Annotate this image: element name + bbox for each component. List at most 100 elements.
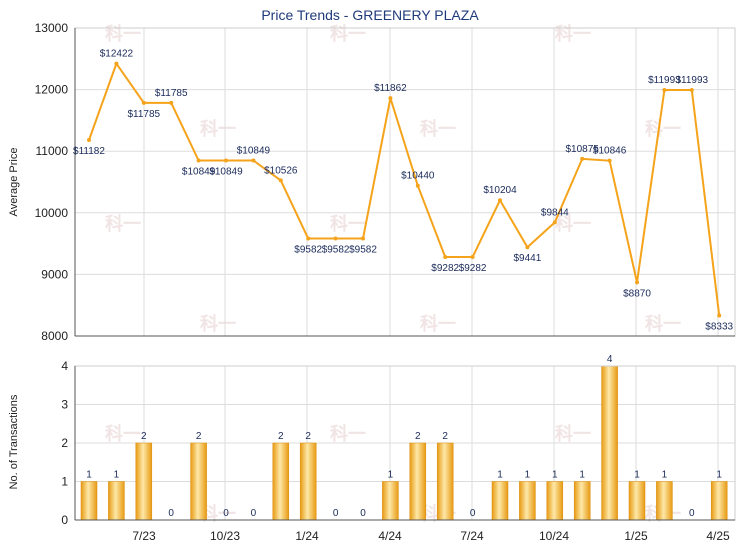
- price-data-label: $9582: [322, 245, 350, 256]
- price-data-label: $10526: [264, 165, 298, 176]
- price-data-label: $12422: [100, 49, 134, 60]
- bar-data-label: 1: [86, 470, 92, 481]
- transaction-bar: [409, 442, 427, 521]
- price-point: [580, 156, 585, 161]
- y-tick-label-price: 10000: [35, 206, 69, 220]
- bar-data-label: 0: [333, 508, 339, 519]
- y-tick-label-transactions: 1: [61, 475, 68, 489]
- transaction-bar: [190, 442, 207, 521]
- bar-data-label: 0: [360, 508, 366, 519]
- bar-data-label: 0: [470, 508, 476, 519]
- y-tick-label-price: 12000: [35, 83, 69, 97]
- price-point: [470, 255, 475, 260]
- price-data-label: $9441: [513, 253, 541, 264]
- price-data-label: $10204: [483, 185, 517, 196]
- watermark-layer: 科一科一科一科一科一科一科一科一科一科一科一科一科一科一科一科一科一科一: [105, 23, 681, 524]
- price-point: [196, 158, 201, 163]
- label-layer: 1 1 2 0 2 0 0 2 2 0 0 1 2 2 0 1 1 1 1 4 1 1 0 1 $11182 $12422 $117…: [73, 49, 733, 519]
- price-point: [361, 236, 365, 241]
- watermark-text: 科一: [555, 23, 591, 44]
- watermark-text: 科一: [330, 213, 366, 234]
- y-tick-label-transactions: 4: [61, 359, 68, 373]
- price-point: [635, 280, 639, 285]
- y-tick-label-transactions: 0: [61, 513, 68, 527]
- bar-data-label: 1: [579, 470, 585, 481]
- x-tick-label: 1/25: [624, 529, 648, 543]
- bar-data-label: 1: [552, 470, 558, 481]
- price-point: [306, 236, 311, 241]
- bar-data-label: 2: [141, 431, 147, 442]
- x-tick-label: 1/24: [295, 529, 319, 543]
- watermark-text: 科一: [555, 423, 591, 444]
- bars-layer: [80, 365, 728, 521]
- line-layer: [87, 61, 722, 318]
- chart-title: Price Trends - GREENERY PLAZA: [261, 7, 479, 23]
- price-point: [141, 100, 146, 105]
- price-data-label: $11785: [127, 109, 160, 120]
- bar-data-label: 2: [415, 431, 421, 442]
- x-tick-label: 10/23: [210, 529, 240, 543]
- y-axis-title-transactions: No. of Transactions: [8, 394, 20, 489]
- price-data-label: $10849: [182, 167, 216, 178]
- price-data-label: $9844: [541, 207, 569, 218]
- price-data-label: $11182: [73, 146, 105, 157]
- price-data-label: $9282: [459, 263, 487, 274]
- price-point: [388, 96, 393, 101]
- bar-data-label: 2: [278, 431, 284, 442]
- price-point: [498, 198, 502, 203]
- bar-data-label: 0: [168, 508, 174, 519]
- price-point: [251, 158, 256, 163]
- price-data-label: $11993: [675, 75, 708, 86]
- bar-data-label: 2: [196, 431, 202, 442]
- transaction-bar: [80, 481, 98, 521]
- price-point: [169, 100, 174, 105]
- price-data-label: $10440: [401, 171, 435, 182]
- price-point: [333, 236, 338, 241]
- transaction-bar: [628, 481, 646, 521]
- y-axis-title-price: Average Price: [8, 148, 20, 217]
- price-point: [87, 137, 91, 142]
- price-point: [114, 61, 119, 66]
- price-data-label: $10849: [237, 146, 271, 157]
- transaction-bar: [436, 442, 454, 521]
- transaction-bar: [710, 481, 728, 521]
- transaction-bar: [108, 481, 125, 521]
- price-point: [662, 88, 667, 93]
- price-point: [278, 178, 283, 183]
- transaction-bar: [573, 481, 591, 521]
- x-tick-label: 4/25: [706, 529, 730, 543]
- x-tick-label: 7/24: [460, 529, 484, 543]
- watermark-text: 科一: [645, 313, 681, 334]
- bar-data-label: 1: [716, 470, 722, 481]
- price-data-label: $9282: [431, 263, 459, 274]
- price-data-label: $8333: [705, 321, 733, 332]
- price-data-label: $11785: [155, 88, 188, 99]
- y-tick-label-price: 8000: [41, 329, 68, 343]
- price-point: [717, 313, 722, 318]
- y-tick-label-transactions: 2: [61, 436, 68, 450]
- y-tick-label-transactions: 3: [61, 398, 68, 412]
- transaction-bar: [272, 442, 290, 521]
- bar-data-label: 0: [689, 508, 695, 519]
- watermark-text: 科一: [420, 118, 456, 139]
- y-tick-label-price: 11000: [36, 144, 69, 158]
- watermark-text: 科一: [200, 118, 236, 139]
- price-point: [224, 158, 228, 163]
- watermark-text: 科一: [420, 313, 456, 334]
- bar-data-label: 2: [305, 431, 311, 442]
- transaction-bar: [135, 442, 153, 521]
- bar-data-label: 1: [634, 470, 640, 481]
- x-tick-label: 7/23: [132, 529, 156, 543]
- transaction-bar: [491, 481, 509, 521]
- bar-data-label: 1: [497, 470, 503, 481]
- bar-data-label: 4: [607, 354, 613, 365]
- price-data-label: $9582: [294, 245, 322, 256]
- transaction-bar: [382, 481, 399, 521]
- price-point: [607, 158, 612, 163]
- watermark-text: 科一: [200, 503, 236, 524]
- bar-data-label: 0: [251, 508, 257, 519]
- price-data-label: $10849: [209, 167, 243, 178]
